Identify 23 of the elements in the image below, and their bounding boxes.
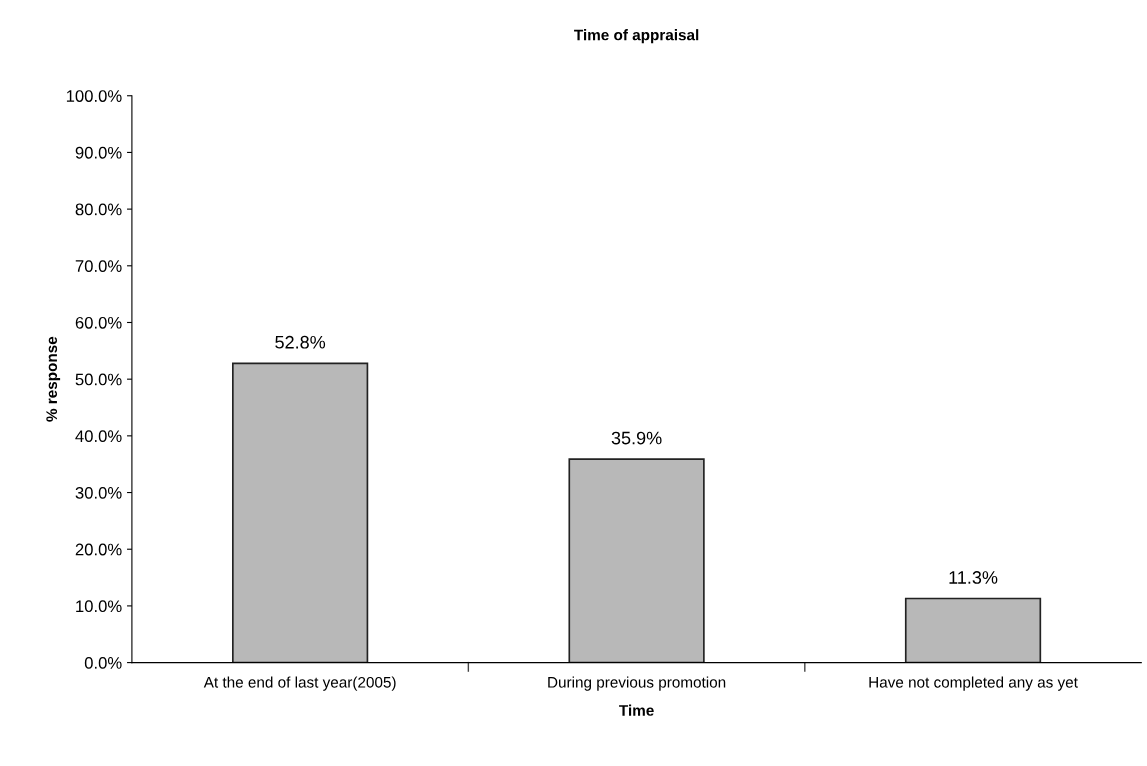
x-tick-label: Have not completed any as yet [869, 676, 1078, 691]
x-tick-label: During previous promotion [548, 676, 726, 691]
bar [904, 597, 1042, 663]
y-tick-label: 0.0% [84, 656, 122, 669]
y-tick-label: 100.0% [66, 90, 122, 102]
data-label: 52.8% [275, 335, 326, 349]
chart-title: Time of appraisal [574, 29, 699, 44]
y-tick-label: 70.0% [75, 260, 122, 273]
data-label: 11.3% [949, 571, 998, 584]
y-axis-title: % response [46, 336, 61, 422]
y-tick-label: 20.0% [75, 543, 122, 556]
y-tick-label: 30.0% [75, 486, 122, 499]
bar [232, 362, 369, 663]
x-axis-title: Time [619, 704, 654, 716]
y-tick-label: 40.0% [75, 430, 122, 443]
bar [568, 458, 705, 663]
x-tick-label: At the end of last year(2005) [203, 676, 396, 691]
y-tick-label: 60.0% [75, 316, 122, 329]
data-label: 35.9% [611, 431, 662, 445]
y-tick-label: 10.0% [76, 600, 122, 613]
y-tick-label: 80.0% [75, 203, 122, 216]
y-tick-label: 90.0% [75, 146, 122, 159]
y-tick-label: 50.0% [75, 373, 122, 386]
